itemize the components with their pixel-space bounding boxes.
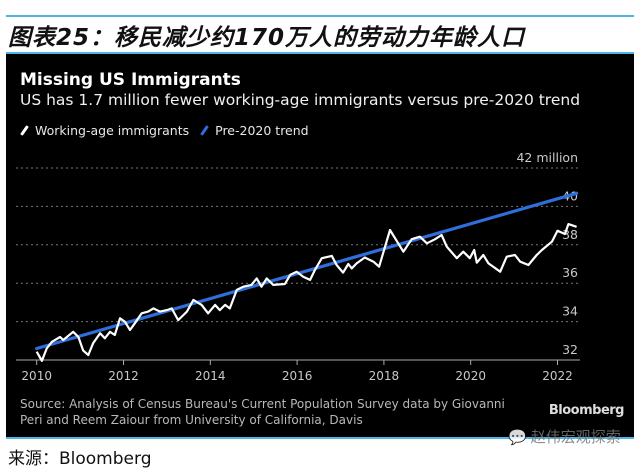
source-line-2: Peri and Reem Zaiour from University of …	[20, 413, 363, 427]
watermark-text: 赵伟宏观探索	[530, 428, 621, 446]
x-tick-label: 2012	[108, 369, 139, 383]
chart-panel: Missing US Immigrants US has 1.7 million…	[6, 54, 634, 437]
legend-label-immigrants: Working-age immigrants	[35, 123, 190, 138]
top-rule	[6, 15, 634, 17]
x-tick-label: 2020	[455, 369, 486, 383]
x-tick-label: 2022	[542, 369, 573, 383]
x-tick-label: 2016	[282, 369, 313, 383]
figure-title: 图表25：移民减少约170万人的劳动力年龄人口	[8, 25, 526, 51]
x-tick-label: 2014	[195, 369, 226, 383]
chart-subtitle: US has 1.7 million fewer working-age imm…	[20, 91, 581, 109]
y-tick-label: 34	[562, 304, 578, 319]
legend-label-trend: Pre-2020 trend	[215, 123, 309, 138]
source-line-1: Source: Analysis of Census Bureau's Curr…	[20, 397, 505, 411]
legend: Working-age immigrants Pre-2020 trend	[20, 123, 309, 138]
title-rule	[6, 52, 634, 54]
immigrants-line	[35, 223, 577, 362]
bloomberg-logo: Bloomberg	[548, 403, 625, 418]
x-tick-label: 2010	[21, 369, 52, 383]
y-tick-label: 36	[562, 265, 578, 280]
x-tick-label: 2018	[369, 369, 400, 383]
bottom-rule	[6, 437, 634, 439]
y-tick-label: 32	[562, 342, 578, 357]
watermark: 💬 赵伟宏观探索	[508, 426, 621, 447]
y-top-label: 42 million	[516, 150, 578, 165]
source-footer: 来源：Bloomberg	[8, 449, 152, 469]
chart-title: Missing US Immigrants	[20, 70, 241, 90]
wechat-icon: 💬	[508, 427, 527, 446]
